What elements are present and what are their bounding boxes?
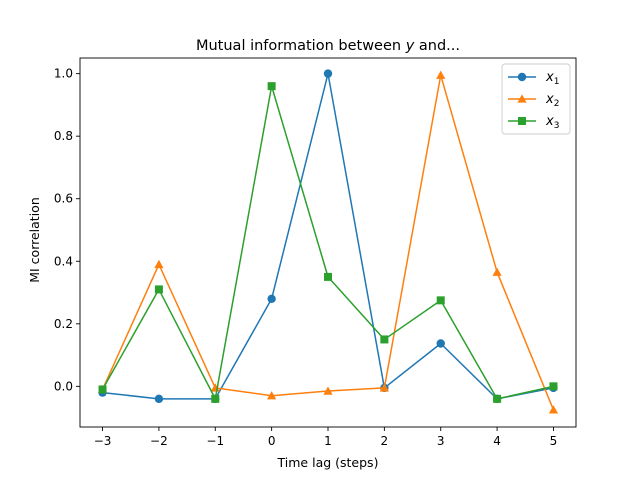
legend-var: x [545,92,554,107]
series-x3 [98,82,558,403]
data-point-x3 [493,394,502,403]
y-axis-label: MI correlation [27,197,42,283]
y-tick-label: 0.2 [54,317,73,331]
x-tick-label: 2 [381,434,389,448]
data-point-x1 [267,294,276,303]
data-point-x3 [211,394,220,403]
x-tick-label: 1 [324,434,332,448]
axis-ticks: −3 −2 −1 0 1 2 3 4 5 0.0 0.2 0.4 0.6 0.8 1.0 [54,67,557,448]
data-point-x2 [492,267,502,276]
series-layer [97,69,559,414]
x-tick-label: 3 [437,434,445,448]
legend-marker [517,72,527,82]
legend-var: x [545,114,554,129]
legend-marker [518,117,526,125]
chart-title: Mutual information between y and... [196,38,460,54]
x-tick-label: −1 [206,434,224,448]
x-tick-label: 4 [493,434,501,448]
data-point-x2 [436,70,446,79]
legend-subscript: 1 [554,77,560,87]
data-point-x1 [323,69,333,78]
legend-var: x [545,70,554,85]
legend-entry-x3: x3 [508,114,559,131]
data-point-x3 [98,385,107,394]
x-axis-label: Time lag (steps) [277,455,379,470]
legend-subscript: 3 [554,121,560,131]
x-tick-label: 5 [550,434,558,448]
data-point-x2 [267,391,277,400]
data-point-x2 [379,383,389,392]
data-point-x3 [154,285,163,294]
y-tick-label: 0.0 [54,379,73,393]
data-point-x2 [154,259,164,269]
legend-label: x2 [545,92,559,109]
chart-title-prefix: Mutual information between [196,38,406,54]
x-tick-label: 0 [268,434,276,448]
data-point-x3 [436,296,445,305]
y-tick-label: 0.4 [54,254,73,268]
data-point-x2 [548,405,559,414]
y-tick-label: 0.8 [54,129,73,143]
data-point-x3 [267,82,276,91]
plot-frame [79,57,577,428]
legend-subscript: 2 [554,99,560,109]
plot-area [79,57,577,428]
data-point-x1 [154,394,164,404]
data-point-x2 [323,386,333,395]
y-tick-label: 1.0 [54,67,73,81]
data-point-x3 [380,335,389,344]
chart-title-suffix: and... [414,38,460,54]
chart-title-var: y [405,38,415,54]
y-tick-label: 0.6 [54,192,73,206]
legend-marker [517,94,527,103]
legend-entry-x1: x1 [508,70,559,87]
data-point-x1 [436,339,445,348]
data-point-x3 [324,272,332,281]
data-point-x3 [549,382,558,391]
legend-label: x3 [545,114,559,131]
legend-label: x1 [545,70,559,87]
x-tick-label: −3 [94,434,112,448]
legend-entry-x2: x2 [508,92,559,109]
x-tick-label: −2 [150,434,168,448]
